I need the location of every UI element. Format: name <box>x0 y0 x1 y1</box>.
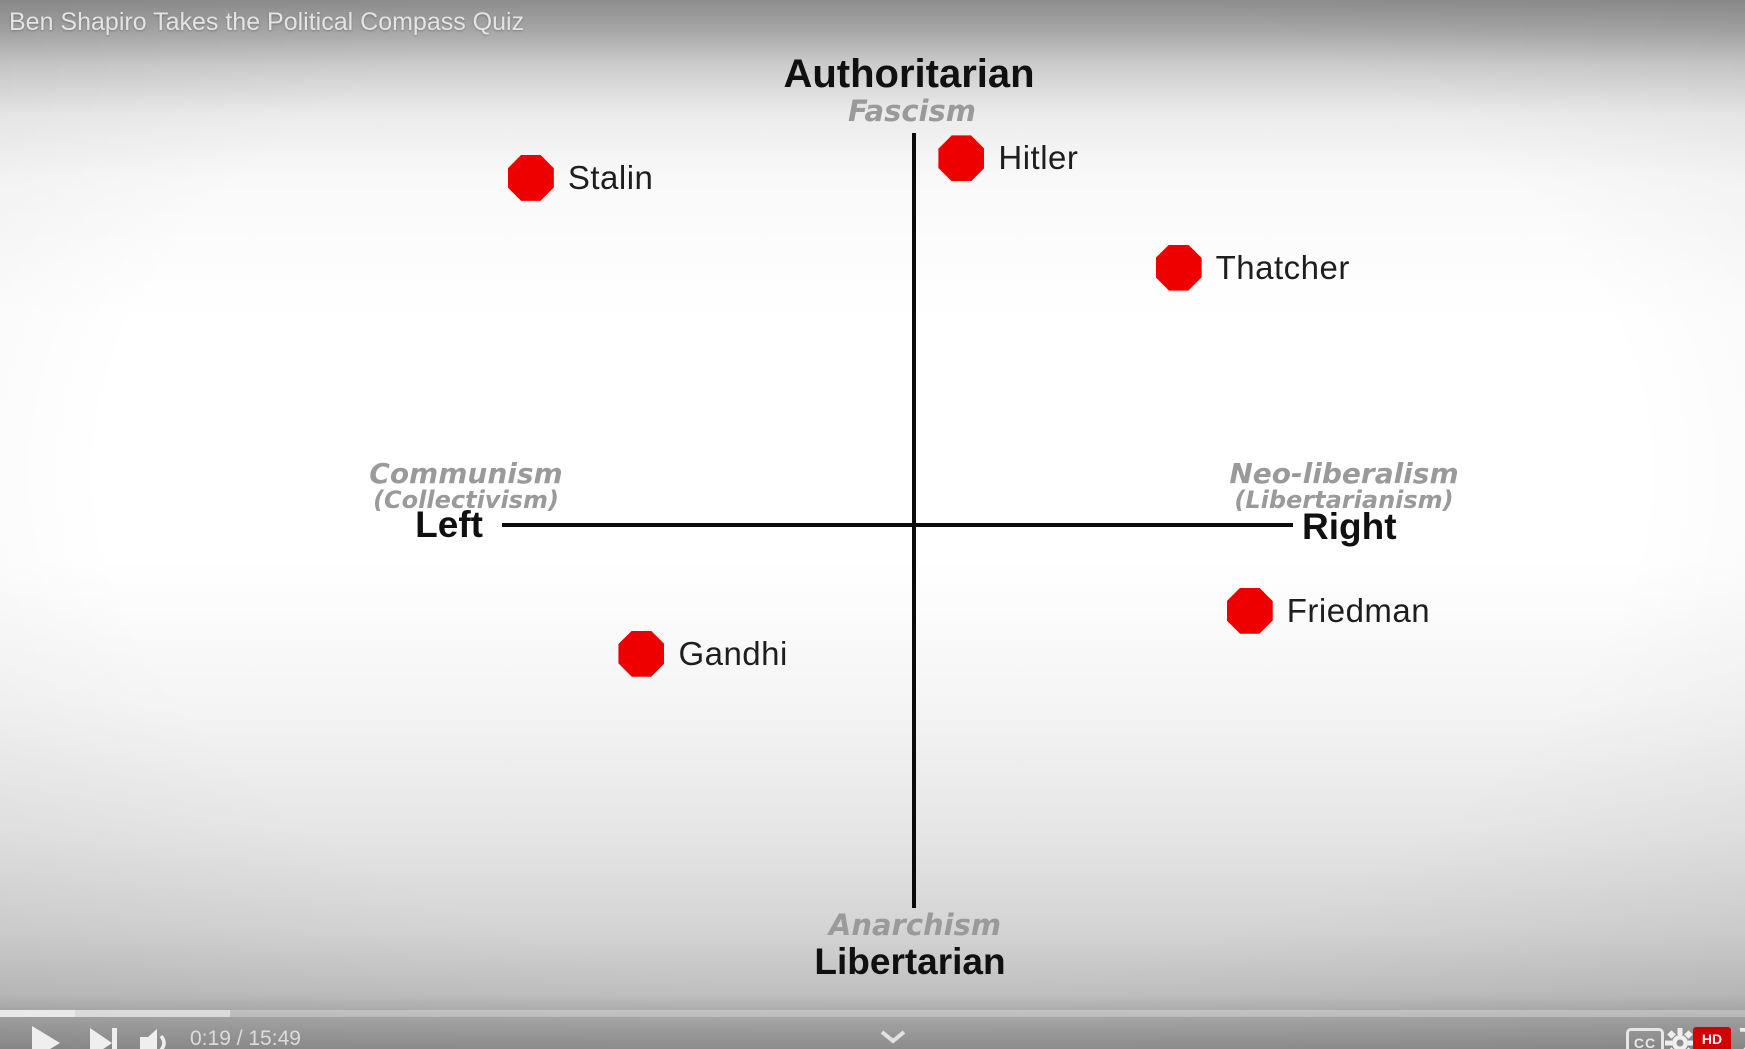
settings-gear-icon <box>1664 1027 1696 1049</box>
compass-point-label: Thatcher <box>1215 248 1350 286</box>
axis-label-neoliberalism: Neo-liberalism <box>1229 457 1459 490</box>
volume-button[interactable] <box>140 1028 174 1049</box>
axis-label-left: Left <box>415 504 483 545</box>
progress-bar[interactable] <box>0 1010 1745 1017</box>
compass-point-label: Hitler <box>998 139 1079 177</box>
progress-buffered <box>0 1010 231 1017</box>
compass-vertical-axis <box>912 133 916 908</box>
chevron-down-icon <box>880 1030 906 1044</box>
axis-label-anarchism: Anarchism <box>828 908 1002 942</box>
video-title: Ben Shapiro Takes the Political Compass … <box>9 8 525 36</box>
subtitles-button[interactable]: CC <box>1626 1028 1664 1049</box>
compass-point-dot <box>938 135 985 182</box>
settings-button[interactable] <box>1664 1027 1696 1049</box>
compass-point-dot <box>618 630 665 677</box>
axis-label-right: Right <box>1302 506 1397 547</box>
compass-point-dot <box>1155 244 1202 291</box>
miniplayer-button[interactable] <box>1736 1028 1745 1049</box>
compass-point-dot <box>1226 587 1273 634</box>
next-icon <box>90 1028 118 1049</box>
collapse-button[interactable] <box>880 1030 906 1044</box>
play-button[interactable] <box>30 1026 60 1049</box>
compass-point-label: Stalin <box>567 158 654 196</box>
compass-point-label: Gandhi <box>678 634 788 672</box>
compass-point-dot <box>507 154 554 201</box>
hd-quality-badge: HD <box>1693 1027 1731 1049</box>
progress-played <box>0 1010 76 1017</box>
volume-icon <box>140 1028 174 1049</box>
time-display: 0:19 / 15:49 <box>190 1027 301 1049</box>
play-icon <box>30 1026 60 1049</box>
axis-label-authoritarian: Authoritarian <box>783 52 1035 96</box>
axis-label-libertarianism: (Libertarianism) <box>1234 486 1454 514</box>
next-button[interactable] <box>90 1028 118 1049</box>
miniplayer-icon <box>1736 1028 1745 1049</box>
compass-horizontal-axis <box>502 523 1293 527</box>
axis-label-fascism: Fascism <box>848 94 976 128</box>
compass-point-label: Friedman <box>1286 591 1431 629</box>
subtitles-icon: CC <box>1633 1035 1657 1049</box>
axis-label-collectivism: (Collectivism) <box>373 486 559 514</box>
axis-label-libertarian: Libertarian <box>814 941 1006 982</box>
axis-label-communism: Communism <box>369 457 563 490</box>
